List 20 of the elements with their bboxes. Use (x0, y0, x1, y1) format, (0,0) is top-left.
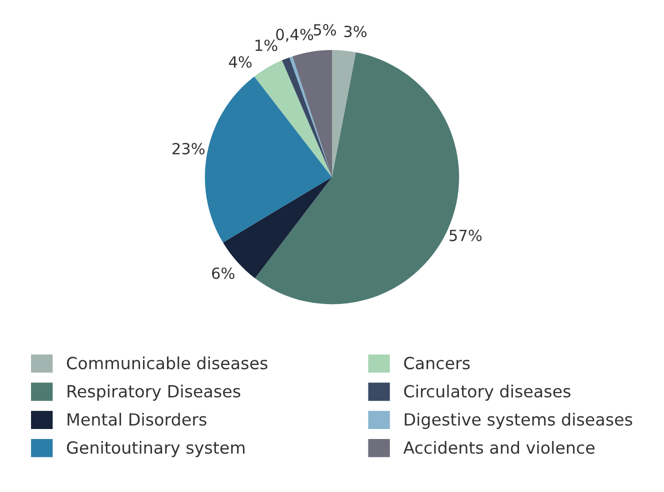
data-label: 4% (228, 56, 252, 68)
data-label: 23% (172, 142, 205, 154)
pie-slice (282, 57, 332, 178)
legend-label: Genitoutinary system (66, 440, 244, 458)
data-label: 0,4% (276, 28, 314, 42)
data-label: 5% (314, 24, 336, 36)
legend-label: Communicable diseases (66, 356, 268, 370)
legend-label: Circulatory diseases (404, 384, 570, 401)
pie-slice (204, 76, 332, 243)
data-label: 57% (450, 230, 482, 242)
data-label: 3% (344, 26, 367, 38)
pie-slice (254, 60, 332, 178)
legend-label: Cancers (404, 356, 470, 370)
pie-slice (332, 50, 356, 178)
legend-label: Accidents and violence (403, 440, 595, 454)
legend-label: Respiratory Diseases (68, 384, 240, 401)
legend-label: Mental Disorders (68, 412, 206, 426)
data-label: 1% (256, 40, 278, 52)
legend-label: Digestive systems diseases (404, 412, 632, 429)
data-label: 6% (212, 267, 234, 280)
